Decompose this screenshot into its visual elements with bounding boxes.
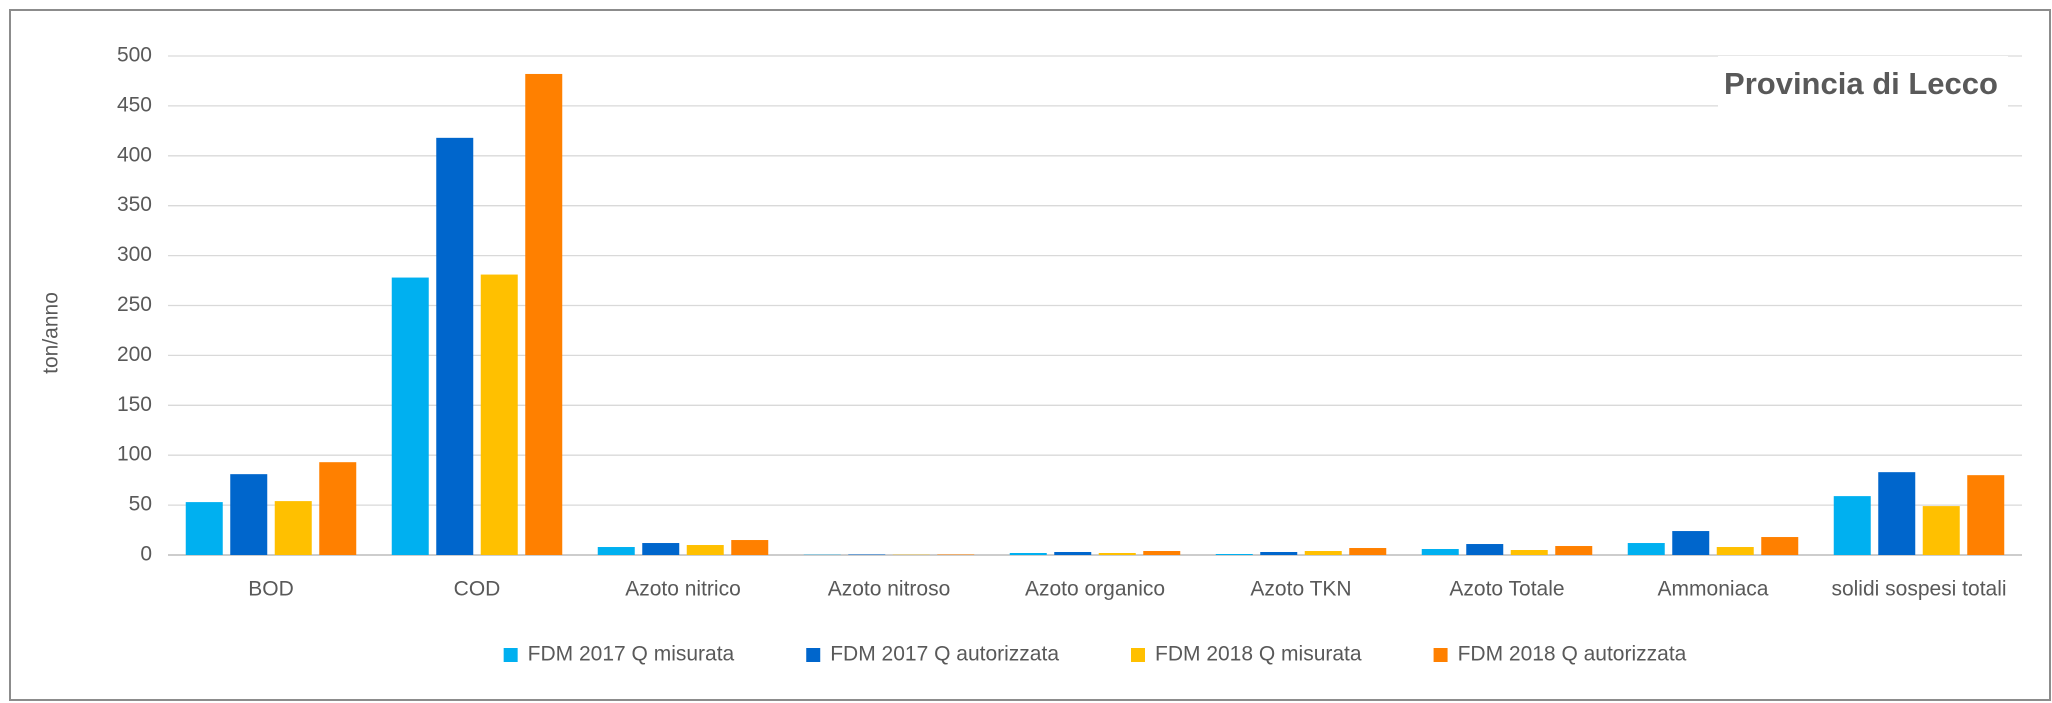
x-tick-label: Azoto organico [1025, 578, 1165, 601]
bar [1833, 496, 1871, 555]
bar [1967, 475, 2005, 555]
y-tick-label: 0 [140, 543, 152, 566]
bar [642, 543, 680, 555]
bar [597, 547, 635, 555]
title-box [1718, 56, 2008, 114]
bar [1349, 548, 1387, 555]
bar [1555, 546, 1593, 555]
y-tick-label: 300 [117, 243, 152, 266]
x-tick-label: solidi sospesi totali [1831, 578, 2006, 601]
y-tick-label: 100 [117, 443, 152, 466]
bar [1672, 531, 1710, 555]
bar [1510, 550, 1548, 555]
y-axis-label: ton/anno [40, 292, 63, 374]
y-tick-label: 50 [129, 493, 152, 516]
bar [1716, 547, 1754, 555]
bar [1054, 552, 1092, 555]
y-tick-label: 250 [117, 293, 152, 316]
bar [274, 501, 312, 555]
bar [436, 137, 474, 555]
bar [1761, 537, 1799, 555]
x-tick-label: Azoto Totale [1449, 578, 1564, 601]
x-tick-label: COD [454, 578, 501, 601]
bar [731, 540, 769, 555]
bar [1260, 552, 1298, 555]
bar [1009, 553, 1047, 555]
chart-title: Provincia di Lecco [1724, 66, 1998, 101]
bar [230, 474, 268, 555]
legend-swatch [503, 648, 518, 662]
y-tick-label: 350 [117, 193, 152, 216]
x-tick-label: BOD [248, 578, 294, 601]
bar [1878, 472, 1916, 555]
bar [1143, 551, 1181, 555]
x-tick-label: Azoto nitroso [828, 578, 951, 601]
legend-swatch [1131, 648, 1145, 662]
legend-label: FDM 2017 Q autorizzata [830, 643, 1059, 666]
bar [1304, 551, 1342, 555]
legend-swatch [1433, 648, 1448, 662]
bar [1421, 549, 1459, 555]
bar [391, 277, 429, 555]
bar [686, 545, 724, 555]
y-tick-label: 500 [117, 44, 152, 67]
bar [1098, 553, 1136, 555]
x-tick-label: Azoto TKN [1250, 578, 1351, 601]
y-tick-label: 150 [117, 393, 152, 416]
y-tick-label: 200 [117, 343, 152, 366]
bar [1215, 554, 1253, 555]
bar [1466, 544, 1504, 555]
legend-label: FDM 2018 Q autorizzata [1458, 643, 1687, 666]
bar [319, 462, 357, 555]
legend-label: FDM 2018 Q misurata [1155, 643, 1362, 666]
bar [525, 73, 563, 556]
bar [1627, 543, 1665, 555]
legend-label: FDM 2017 Q misurata [528, 643, 735, 666]
bar [480, 274, 518, 555]
bar [1922, 506, 1960, 555]
y-tick-label: 450 [117, 93, 152, 116]
bar [185, 502, 223, 555]
y-tick-label: 400 [117, 143, 152, 166]
x-tick-label: Azoto nitrico [625, 578, 741, 601]
legend-swatch [806, 648, 821, 662]
x-tick-label: Ammoniaca [1658, 578, 1769, 601]
